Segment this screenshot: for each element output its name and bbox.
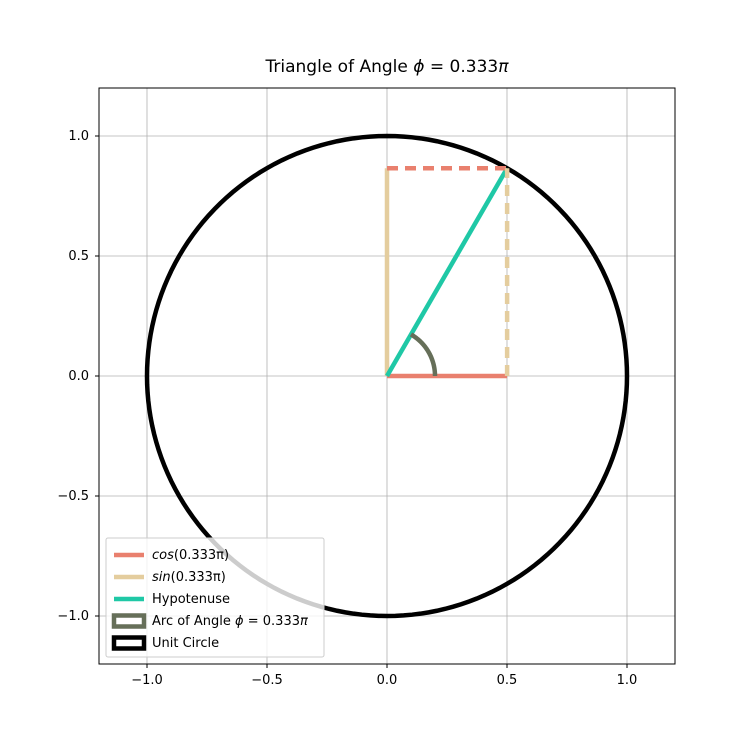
chart-svg: −1.0 −0.5 0.0 0.5 1.0 −1.0 −0.5 0.0 0.5 1.0 Triang… <box>0 0 750 750</box>
legend-label: sin(0.333π) <box>152 570 226 585</box>
xtick-label: 1.0 <box>617 673 638 688</box>
legend: cos(0.333π) sin(0.333π) Hypotenuse Arc of A… <box>106 538 324 657</box>
legend-label: cos(0.333π) <box>152 548 229 563</box>
xtick-label: 0.5 <box>497 673 518 688</box>
legend-label: Unit Circle <box>152 636 219 651</box>
legend-label: Hypotenuse <box>152 592 230 607</box>
xtick-label: 0.0 <box>377 673 398 688</box>
legend-label: Arc of Angle ϕ = 0.333π <box>152 614 308 629</box>
chart-title: Triangle of Angle ϕ = 0.333π <box>265 57 510 77</box>
ytick-label: −0.5 <box>57 489 89 504</box>
xtick-label: −0.5 <box>251 673 283 688</box>
xtick-label: −1.0 <box>131 673 163 688</box>
ytick-label: −1.0 <box>57 609 89 624</box>
ytick-label: 0.5 <box>68 249 89 264</box>
chart-root: −1.0 −0.5 0.0 0.5 1.0 −1.0 −0.5 0.0 0.5 1.0 Triang… <box>0 0 750 750</box>
ytick-label: 0.0 <box>68 369 89 384</box>
ytick-label: 1.0 <box>68 129 89 144</box>
